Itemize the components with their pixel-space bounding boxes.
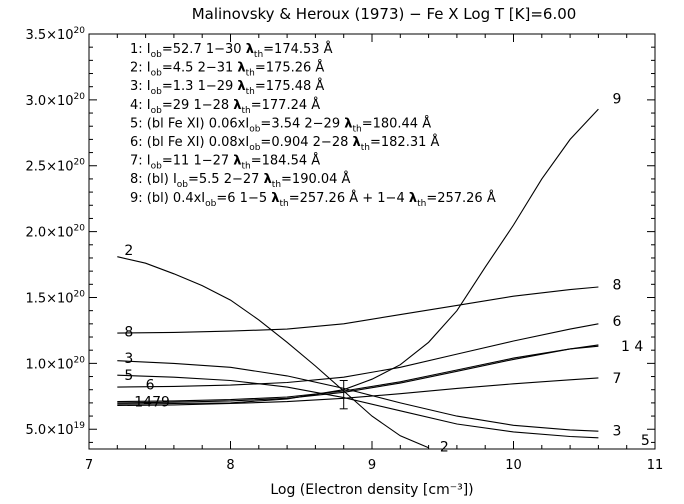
series-line-7 — [117, 377, 599, 407]
y-tick-label: 2.0×1020 — [25, 224, 85, 241]
series-label: 1 4 — [621, 339, 643, 355]
series-line-4 — [117, 345, 599, 403]
legend-entry: 7: Iob=11 1−27 λth=184.54 Å — [130, 153, 320, 172]
legend-entry: 1: Iob=52.7 1−30 λth=174.53 Å — [130, 41, 333, 60]
x-tick-label: 10 — [505, 458, 522, 473]
chart-title: Malinovsky & Heroux (1973) − Fe X Log T … — [192, 5, 577, 23]
series-label: 1479 — [134, 395, 170, 411]
series-label: 3 — [124, 351, 133, 367]
x-axis: 7 8 9 10 11 — [85, 34, 663, 473]
series-line-2 — [117, 256, 429, 449]
legend-entry: 9: (bl) 0.4xIob=6 1−5 λth=257.26 Å + 1−4… — [130, 190, 496, 209]
x-axis-label: Log (Electron density [cm⁻³]) — [270, 482, 473, 498]
y-axis: 5.0×1019 1.0×1020 1.5×1020 2.0×1020 2.5×1020… — [25, 26, 655, 443]
y-tick-label: 2.5×1020 — [25, 158, 85, 175]
legend-entry: 2: Iob=4.5 2−31 λth=175.26 Å — [130, 60, 324, 79]
series-lines — [117, 108, 599, 449]
series-label: 2 — [124, 243, 133, 259]
y-tick-label: 1.5×1020 — [25, 289, 85, 306]
series-label: 5 — [641, 433, 650, 449]
y-tick-label: 1.0×1020 — [25, 355, 85, 372]
y-tick-label: 3.5×1020 — [25, 26, 85, 43]
x-tick-label: 9 — [368, 458, 376, 473]
series-label: 6 — [146, 377, 155, 393]
series-label: 8 — [613, 277, 622, 293]
series-label: 2 — [440, 439, 449, 455]
legend-entry: 4: Iob=29 1−28 λth=177.24 Å — [130, 97, 320, 116]
series-label: 5 — [124, 368, 133, 384]
series-line-3 — [117, 360, 599, 432]
legend-entry: 3: Iob=1.3 1−29 λth=175.48 Å — [130, 78, 324, 97]
y-tick-label: 5.0×1019 — [25, 421, 85, 438]
legend: 1: Iob=52.7 1−30 λth=174.53 Å2: Iob=4.5 … — [130, 41, 496, 209]
x-tick-label: 8 — [226, 458, 234, 473]
series-label: 7 — [613, 371, 622, 387]
series-line-1 — [117, 344, 599, 404]
series-label: 6 — [613, 314, 622, 330]
series-label: 3 — [613, 424, 622, 440]
y-tick-label: 3.0×1020 — [25, 92, 85, 109]
series-label: 9 — [613, 92, 622, 108]
series-line-5 — [117, 374, 599, 439]
legend-entry: 5: (bl Fe XI) 0.06xIob=3.54 2−29 λth=180… — [130, 115, 431, 134]
series-line-9 — [117, 108, 599, 405]
x-tick-label: 11 — [647, 458, 664, 473]
series-label: 8 — [124, 325, 133, 341]
legend-entry: 6: (bl Fe XI) 0.08xIob=0.904 2−28 λth=18… — [130, 134, 439, 153]
series-line-6 — [117, 323, 599, 388]
x-tick-label: 7 — [85, 458, 93, 473]
error-bar — [339, 379, 348, 410]
legend-entry: 8: (bl) Iob=5.5 2−27 λth=190.04 Å — [130, 171, 351, 190]
series-line-8 — [117, 286, 599, 334]
